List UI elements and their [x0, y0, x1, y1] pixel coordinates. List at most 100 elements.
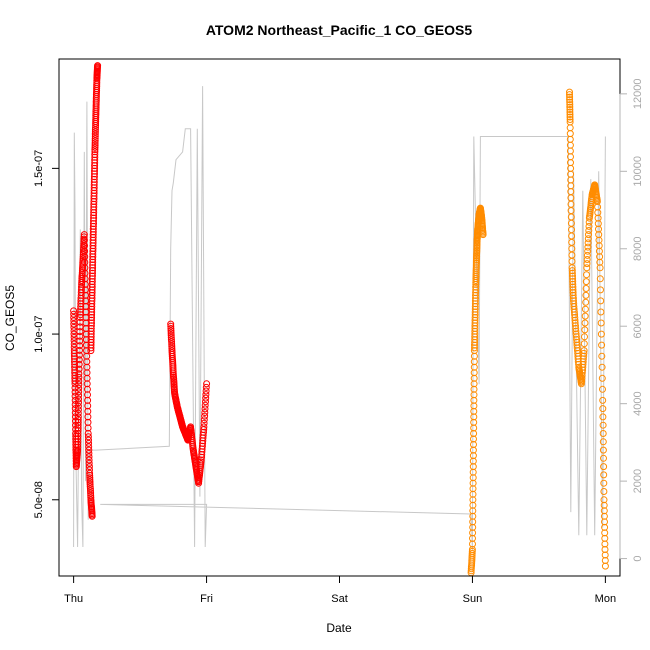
data-point: [167, 336, 175, 344]
data-point: [584, 235, 592, 243]
data-point: [468, 549, 476, 557]
data-point: [91, 130, 99, 138]
data-point: [91, 128, 99, 136]
y-axis-label: CO_GEOS5: [3, 285, 17, 351]
data-point: [85, 463, 93, 471]
x-axis: Thu Fri Sat Sun Mon: [64, 575, 616, 605]
data-point: [85, 449, 93, 457]
data-point: [599, 405, 607, 413]
data-point: [568, 251, 576, 259]
data-point: [201, 401, 209, 409]
data-point: [71, 377, 79, 385]
data-point: [80, 233, 88, 241]
data-point: [74, 413, 82, 421]
data-point: [597, 286, 604, 294]
data-point: [566, 98, 574, 106]
data-point: [599, 396, 607, 404]
data-point: [580, 349, 588, 357]
data-point: [582, 285, 590, 292]
x-tick-label: Sat: [331, 593, 348, 605]
data-point: [599, 413, 607, 421]
data-point: [70, 307, 78, 315]
data-point: [168, 338, 176, 346]
data-point: [75, 351, 83, 359]
data-point: [86, 476, 94, 484]
data-point: [601, 562, 609, 570]
data-point: [91, 148, 99, 156]
data-point: [91, 139, 99, 147]
data-point: [86, 472, 94, 479]
y-tick-label: 1.5e-07: [33, 150, 45, 187]
data-point: [599, 385, 606, 393]
data-point: [566, 101, 574, 109]
data-point: [75, 381, 83, 389]
data-point: [568, 238, 576, 246]
data-point: [86, 478, 94, 486]
data-point: [202, 387, 210, 395]
data-point: [168, 340, 176, 348]
data-point: [566, 113, 574, 121]
data-point: [599, 446, 607, 454]
data-point: [201, 409, 209, 416]
data-point: [85, 436, 92, 444]
data-point: [583, 256, 591, 263]
data-point: [85, 459, 93, 467]
data-point: [200, 419, 208, 427]
data-points-layer: [70, 62, 609, 577]
data-point: [600, 488, 608, 495]
data-point: [596, 264, 604, 272]
data-point: [600, 463, 608, 471]
data-point: [584, 247, 592, 255]
data-point: [167, 331, 175, 339]
data-point: [597, 297, 605, 305]
data-point: [91, 151, 99, 159]
data-point: [80, 246, 87, 254]
altitude-line-layer: [73, 86, 606, 551]
data-point: [599, 430, 607, 437]
data-point: [568, 226, 575, 234]
data-point: [600, 471, 608, 479]
data-point: [583, 260, 591, 268]
data-point: [76, 337, 84, 345]
data-point: [70, 330, 78, 338]
data-point: [566, 91, 573, 99]
data-point: [86, 480, 94, 488]
data-point: [75, 391, 83, 399]
data-point: [75, 388, 83, 396]
data-point: [75, 365, 83, 373]
data-point: [75, 377, 83, 385]
data-point: [167, 333, 175, 341]
y-tick-label: 5.0e-08: [33, 481, 45, 518]
y2-tick-label: 8000: [632, 237, 644, 261]
data-point: [86, 474, 94, 482]
data-point: [585, 231, 592, 239]
data-point: [70, 317, 78, 325]
data-point: [87, 489, 95, 497]
data-point: [566, 116, 574, 123]
data-point: [202, 394, 210, 402]
data-point: [75, 384, 83, 392]
data-point: [598, 363, 606, 371]
x-tick-label: Mon: [595, 593, 616, 605]
data-point: [566, 96, 574, 104]
data-point: [91, 132, 99, 140]
data-point: [85, 443, 93, 451]
data-point: [200, 423, 208, 431]
data-point: [201, 405, 209, 413]
data-point: [600, 479, 608, 487]
data-point: [75, 356, 83, 364]
data-point: [202, 398, 209, 406]
data-point: [566, 130, 574, 138]
data-point: [86, 483, 94, 490]
data-point: [598, 374, 606, 382]
data-point: [582, 278, 590, 286]
data-point: [202, 383, 210, 391]
y2-tick-label: 4000: [632, 391, 644, 415]
data-point: [581, 326, 589, 334]
data-point: [75, 370, 83, 378]
x-tick-label: Fri: [200, 593, 213, 605]
data-point: [86, 485, 94, 493]
data-point: [200, 416, 208, 424]
data-point: [75, 360, 83, 368]
data-point: [598, 341, 606, 349]
